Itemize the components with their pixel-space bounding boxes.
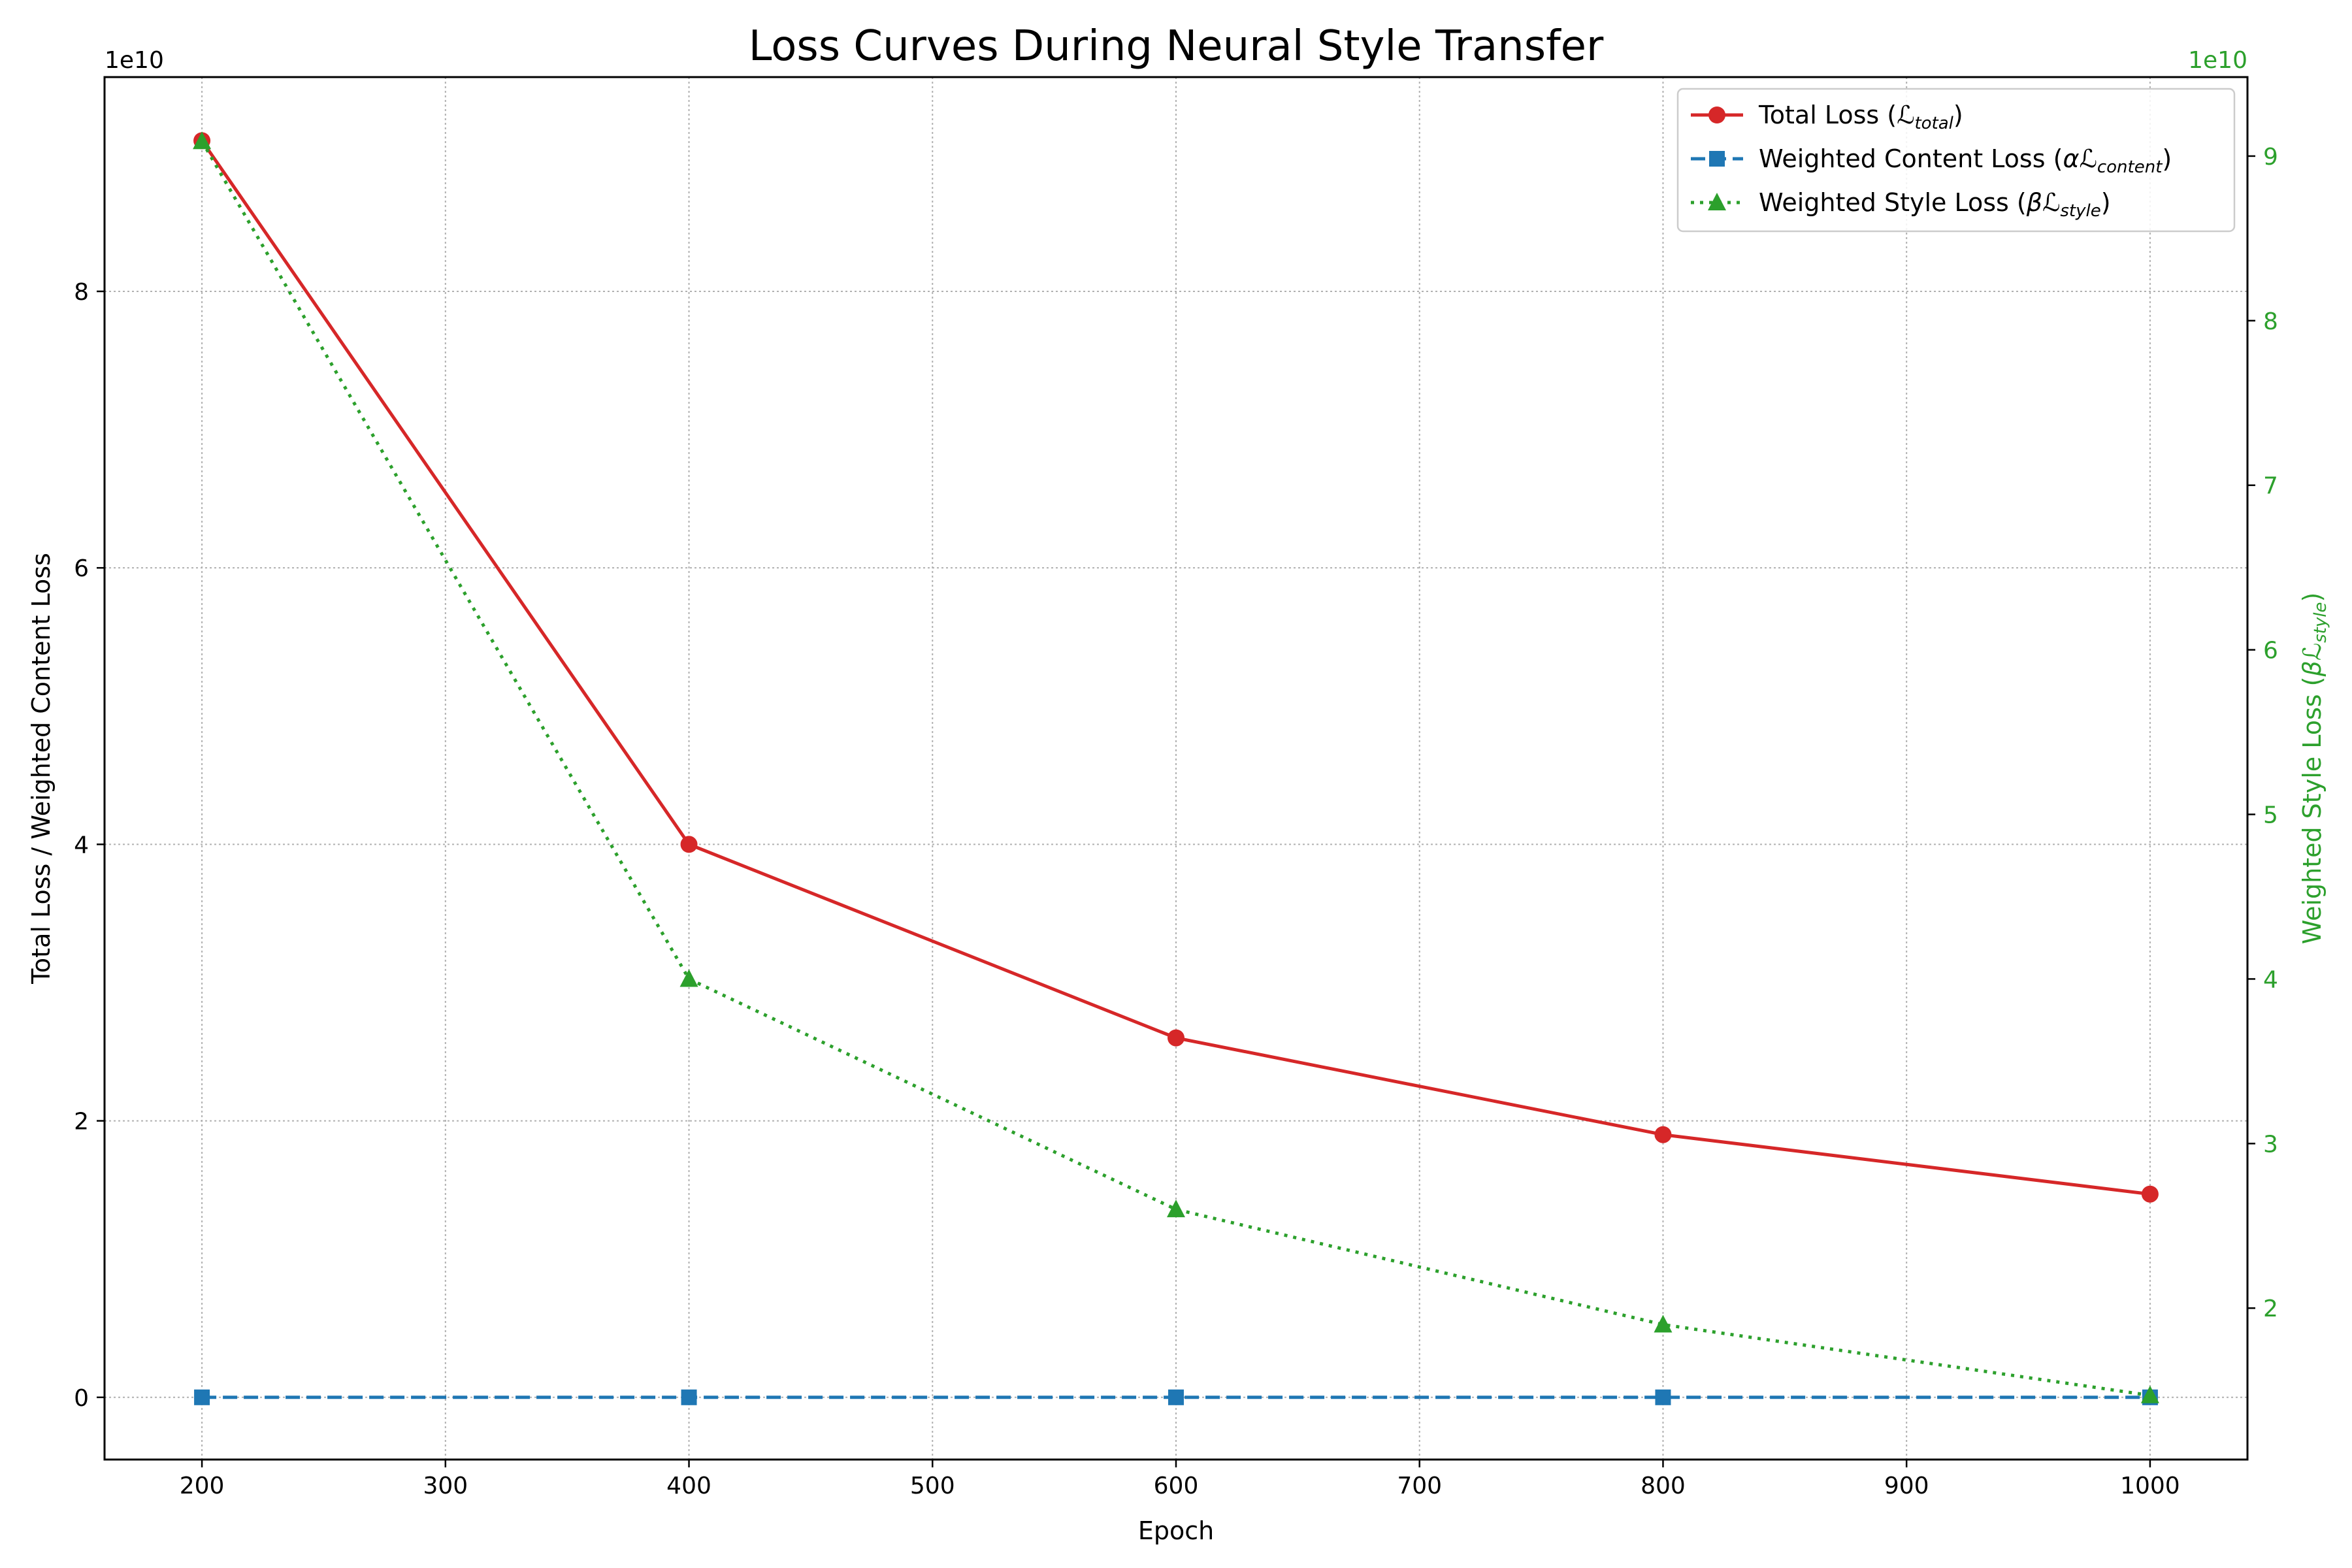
legend-box [1676,88,2236,233]
data-point [1167,1200,1185,1218]
y-right-label-sub: style [2311,602,2330,643]
series-3 [193,131,2159,1403]
grid-layer [105,77,2247,1460]
x-tick-label: 900 [1884,1473,1929,1499]
y-right-tick-label: 7 [2263,473,2278,500]
legend-label: Weighted Style Loss (βℒstyle) [1759,188,2111,221]
data-point [681,1389,697,1405]
data-point [1654,1126,1672,1143]
y-left-tick-label: 2 [74,1109,89,1135]
legend-label-sub: content [2097,157,2163,177]
data-point [2140,1385,2159,1403]
series-1 [193,132,2159,1203]
y-right-tick-label: 6 [2263,638,2278,664]
legend-label-sub: style [2060,201,2100,221]
legend-label: Total Loss (ℒtotal) [1758,101,1963,133]
right-offset-label: 1e10 [2188,47,2247,74]
y-right-tick-label: 3 [2263,1131,2278,1158]
x-tick-label: 800 [1641,1473,1686,1499]
y-right-label-symbol: βℒ [2298,643,2327,678]
data-point [1168,1029,1184,1047]
legend-label-main: Weighted Content Loss ( [1759,144,2063,173]
legend-label-end: ) [2162,144,2172,173]
data-point [194,1389,210,1405]
legend-label-symbol: ℒ [1897,101,1914,129]
data-point [680,836,698,853]
data-point [1168,1389,1184,1405]
y-right-tick-label: 2 [2263,1296,2278,1322]
legend-item-1: Total Loss (ℒtotal) [1691,101,1963,133]
x-tick-label: 600 [1154,1473,1199,1499]
y-right-tick-label: 9 [2263,144,2278,171]
series-2 [194,1389,2158,1405]
x-tick-label: 500 [910,1473,955,1499]
data-point [193,131,212,150]
ticks-layer: 200 300 400 500 600 700 800 900 1000 0 2 4 6 8 2 3 4 5 6 7 8… [74,144,2278,1499]
x-tick-label: 1000 [2120,1473,2180,1499]
y-left-tick-label: 6 [74,555,89,582]
y-right-label-prefix: Weighted Style Loss ( [2298,677,2327,945]
y-left-tick-label: 0 [74,1385,89,1412]
data-point [2141,1185,2159,1203]
legend-label-sub: total [1914,114,1953,133]
y-left-tick-label: 8 [74,279,89,306]
legend-label-symbol: αℒ [2063,144,2097,173]
x-tick-label: 400 [666,1473,711,1499]
y-right-tick-label: 5 [2263,802,2278,829]
legend-label-symbol: βℒ [2026,188,2061,217]
series-layer [193,131,2159,1405]
chart-title: Loss Curves During Neural Style Transfer [749,22,1604,71]
y-right-label-suffix: ) [2298,593,2327,602]
left-offset-label: 1e10 [105,47,164,74]
data-point [1655,1389,1671,1405]
legend-swatch-marker [1709,151,1725,167]
legend-item-3: Weighted Style Loss (βℒstyle) [1691,188,2111,221]
legend-swatch-marker [1708,193,1726,210]
x-tick-label: 700 [1397,1473,1442,1499]
legend-swatch-marker [1708,106,1725,123]
legend-label-main: Weighted Style Loss ( [1759,188,2027,217]
legend-label-end: ) [1953,101,1963,129]
legend-label-main: Total Loss ( [1758,101,1897,129]
x-tick-label: 300 [423,1473,468,1499]
y-axis-right-label: Weighted Style Loss (βℒstyle) [2298,593,2330,945]
data-point [679,969,698,987]
y-axis-left-label: Total Loss / Weighted Content Loss [27,553,56,985]
y-left-tick-label: 4 [74,832,89,858]
legend: Total Loss (ℒtotal)Weighted Content Loss… [1676,88,2236,233]
legend-item-2: Weighted Content Loss (αℒcontent) [1691,144,2172,177]
y-right-tick-label: 8 [2263,308,2278,335]
legend-label-end: ) [2101,188,2111,217]
y-right-tick-label: 4 [2263,966,2278,993]
legend-label: Weighted Content Loss (αℒcontent) [1759,144,2172,177]
x-axis-label: Epoch [1138,1516,1214,1545]
data-point [1654,1315,1673,1333]
x-tick-label: 200 [180,1473,225,1499]
